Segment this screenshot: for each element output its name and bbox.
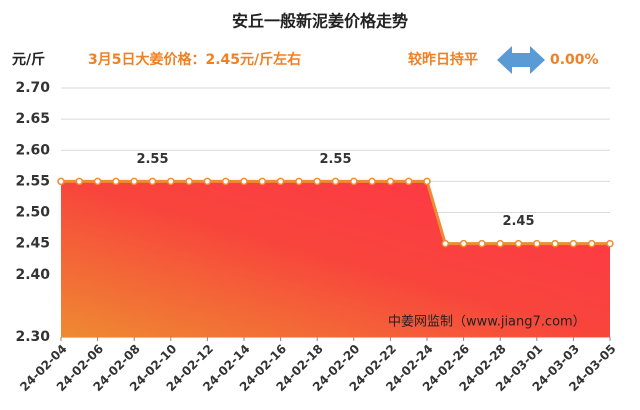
marker — [167, 177, 175, 186]
value-label: 2.45 — [502, 214, 534, 229]
y-tick-label: 2.40 — [15, 267, 50, 283]
marker — [112, 177, 120, 186]
value-label: 2.55 — [136, 152, 168, 167]
marker — [459, 239, 468, 248]
marker — [75, 177, 84, 186]
marker — [368, 177, 376, 186]
y-tick-label: 2.70 — [15, 80, 50, 96]
y-tick-label: 2.45 — [15, 236, 50, 252]
marker — [93, 177, 102, 186]
marker — [478, 239, 486, 248]
marker — [404, 177, 413, 186]
marker — [185, 177, 193, 186]
marker — [276, 177, 285, 186]
marker — [295, 177, 303, 186]
marker — [130, 177, 138, 186]
chart-title: 安丘一般新泥姜价格走势 — [232, 12, 408, 31]
value-label: 2.55 — [319, 152, 351, 167]
marker — [148, 177, 157, 186]
y-tick-label: 2.65 — [15, 111, 50, 127]
y-tick-label: 2.55 — [15, 173, 50, 189]
marker — [203, 177, 212, 186]
plot: 2.302.402.452.502.552.602.652.7024-02-04… — [15, 80, 618, 394]
marker — [587, 239, 596, 248]
change-value: 0.00% — [550, 52, 599, 68]
marker — [441, 239, 450, 248]
y-tick-label: 2.30 — [15, 329, 50, 345]
y-tick-label: 2.60 — [15, 142, 50, 158]
marker — [514, 239, 523, 248]
marker — [350, 177, 358, 186]
marker — [386, 177, 395, 186]
change-text: 较昨日持平 — [408, 51, 478, 68]
marker — [221, 177, 230, 186]
y-tick-label: 2.50 — [15, 205, 50, 221]
marker — [533, 239, 541, 248]
marker — [569, 239, 578, 248]
marker — [258, 177, 267, 186]
flat-arrow-icon — [497, 46, 545, 74]
marker — [331, 177, 340, 186]
watermark: 中姜网监制（www.jiang7.com） — [388, 315, 586, 330]
y-unit: 元/斤 — [12, 51, 45, 68]
marker — [313, 177, 321, 186]
area — [61, 181, 610, 337]
marker — [423, 177, 431, 186]
headline: 3月5日大姜价格：2.45元/斤左右 — [88, 51, 301, 68]
marker — [57, 177, 65, 186]
marker — [496, 239, 504, 248]
marker — [551, 239, 559, 248]
marker — [240, 177, 248, 186]
marker — [606, 239, 614, 248]
